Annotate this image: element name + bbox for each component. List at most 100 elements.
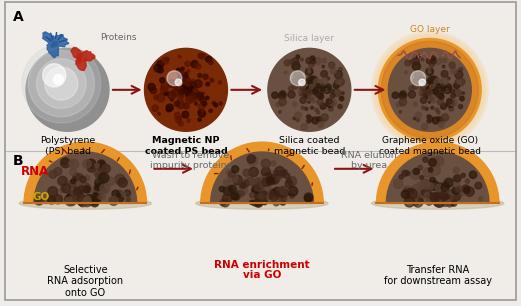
Circle shape xyxy=(77,194,85,203)
Circle shape xyxy=(307,84,315,92)
Circle shape xyxy=(195,102,197,105)
Circle shape xyxy=(301,78,305,82)
Wedge shape xyxy=(201,142,323,203)
Circle shape xyxy=(232,175,242,185)
Circle shape xyxy=(310,85,316,91)
Circle shape xyxy=(429,80,435,86)
Circle shape xyxy=(439,192,449,202)
Circle shape xyxy=(312,117,319,124)
Circle shape xyxy=(195,64,201,69)
Circle shape xyxy=(423,92,427,97)
Circle shape xyxy=(100,194,105,200)
Circle shape xyxy=(37,198,42,203)
Circle shape xyxy=(371,31,489,148)
Circle shape xyxy=(434,199,440,205)
Circle shape xyxy=(292,58,299,65)
Circle shape xyxy=(458,78,465,85)
Circle shape xyxy=(223,179,230,186)
Circle shape xyxy=(428,193,435,200)
Circle shape xyxy=(249,167,258,177)
Circle shape xyxy=(262,199,267,205)
Circle shape xyxy=(271,161,276,166)
Circle shape xyxy=(388,48,472,131)
Circle shape xyxy=(280,91,286,96)
Circle shape xyxy=(74,188,81,195)
Circle shape xyxy=(184,86,188,91)
Circle shape xyxy=(178,116,181,120)
Circle shape xyxy=(81,183,90,192)
Circle shape xyxy=(183,84,189,89)
Circle shape xyxy=(416,55,420,58)
Circle shape xyxy=(429,61,435,67)
Circle shape xyxy=(125,190,131,196)
Circle shape xyxy=(263,173,272,182)
Circle shape xyxy=(61,184,71,193)
Circle shape xyxy=(168,80,176,88)
Text: Selective
RNA adsorption
onto GO: Selective RNA adsorption onto GO xyxy=(47,265,123,298)
Circle shape xyxy=(183,86,189,91)
Circle shape xyxy=(301,106,304,109)
Circle shape xyxy=(300,85,307,93)
Circle shape xyxy=(338,104,342,109)
Circle shape xyxy=(427,119,431,123)
Circle shape xyxy=(306,89,312,95)
Circle shape xyxy=(428,168,433,172)
Circle shape xyxy=(181,67,184,70)
Circle shape xyxy=(292,83,298,89)
Circle shape xyxy=(304,88,312,96)
Circle shape xyxy=(279,92,286,99)
Circle shape xyxy=(407,191,413,196)
Circle shape xyxy=(200,97,206,103)
Circle shape xyxy=(317,88,324,95)
Circle shape xyxy=(305,107,308,110)
Circle shape xyxy=(178,71,185,78)
Circle shape xyxy=(185,96,192,103)
Circle shape xyxy=(187,70,190,72)
Circle shape xyxy=(312,87,320,95)
Circle shape xyxy=(423,157,428,162)
Circle shape xyxy=(437,200,442,205)
Circle shape xyxy=(478,197,483,201)
Text: Proteins: Proteins xyxy=(100,33,137,42)
Circle shape xyxy=(296,118,299,121)
Circle shape xyxy=(409,86,414,91)
Circle shape xyxy=(448,190,455,197)
Circle shape xyxy=(421,58,424,61)
Circle shape xyxy=(421,106,425,109)
Circle shape xyxy=(166,106,171,112)
Circle shape xyxy=(475,182,482,189)
Circle shape xyxy=(238,185,247,195)
Circle shape xyxy=(317,85,322,90)
Circle shape xyxy=(318,83,324,88)
Circle shape xyxy=(413,168,419,174)
Circle shape xyxy=(84,175,90,181)
Circle shape xyxy=(279,199,286,205)
Circle shape xyxy=(76,190,82,196)
Circle shape xyxy=(405,71,407,74)
Circle shape xyxy=(49,38,53,42)
Circle shape xyxy=(418,165,423,170)
Circle shape xyxy=(409,60,413,63)
Circle shape xyxy=(77,58,82,63)
Circle shape xyxy=(115,174,125,185)
Circle shape xyxy=(78,58,81,61)
Circle shape xyxy=(206,56,212,62)
Circle shape xyxy=(419,186,426,192)
Circle shape xyxy=(457,192,462,197)
Circle shape xyxy=(450,99,457,106)
Circle shape xyxy=(316,84,320,88)
Circle shape xyxy=(438,85,442,90)
Circle shape xyxy=(405,60,411,66)
Circle shape xyxy=(301,58,303,61)
Circle shape xyxy=(431,196,436,201)
Circle shape xyxy=(34,196,43,205)
Circle shape xyxy=(231,191,240,200)
Circle shape xyxy=(58,177,65,185)
Circle shape xyxy=(441,87,445,91)
Circle shape xyxy=(68,198,76,206)
Circle shape xyxy=(54,74,64,84)
Circle shape xyxy=(456,186,463,192)
Circle shape xyxy=(98,173,109,183)
Circle shape xyxy=(77,180,85,189)
Circle shape xyxy=(301,89,305,93)
